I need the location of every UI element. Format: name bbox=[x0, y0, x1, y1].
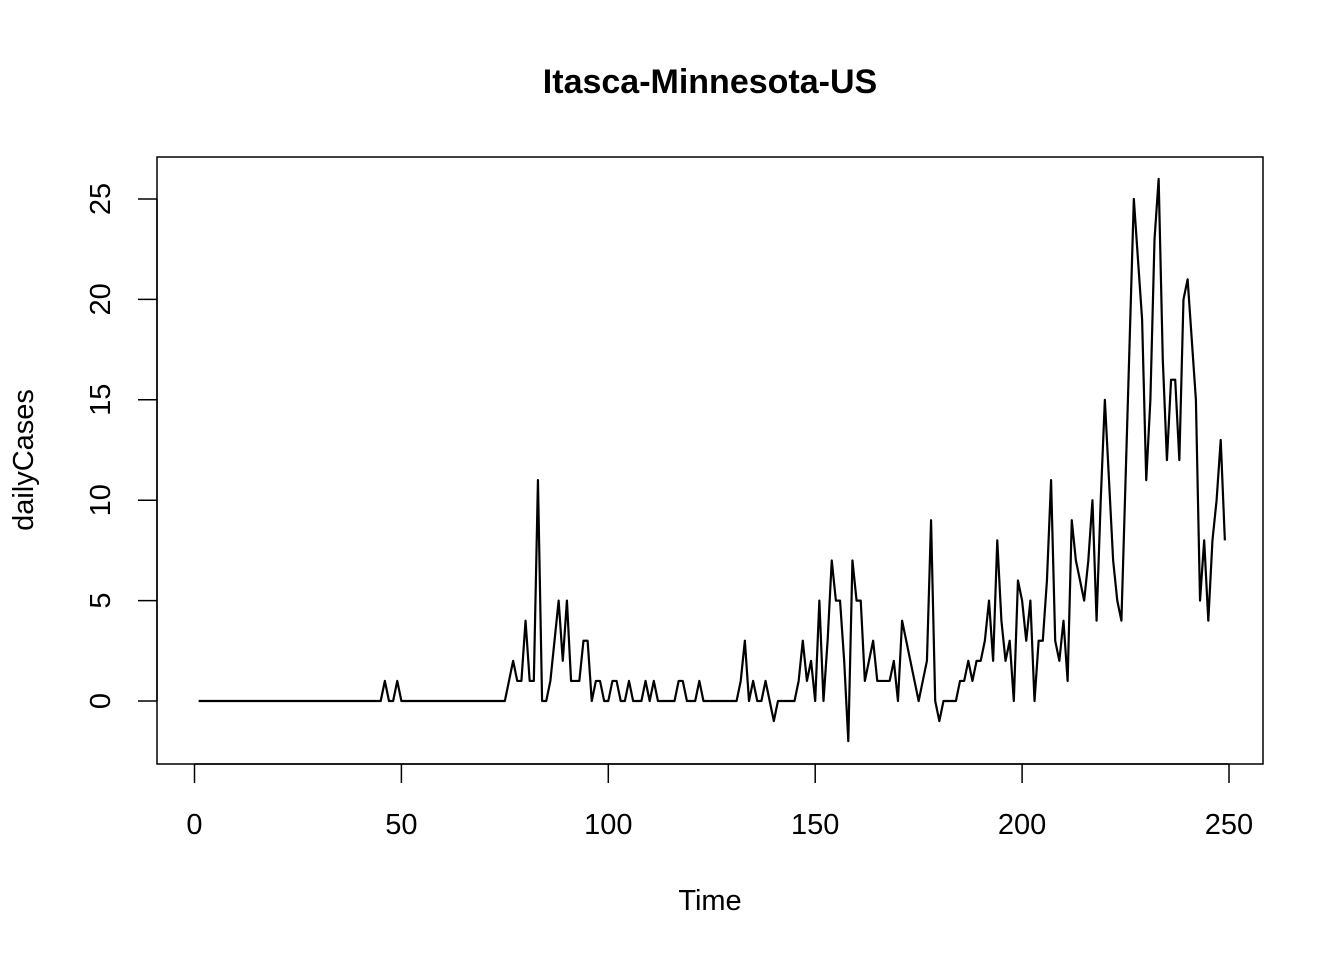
y-tick-label: 5 bbox=[85, 593, 117, 609]
y-axis: 0 5 10 15 20 25 bbox=[85, 183, 158, 709]
y-tick-label: 10 bbox=[85, 484, 117, 516]
x-tick-label: 100 bbox=[584, 809, 632, 841]
x-tick-label: 0 bbox=[186, 809, 202, 841]
x-tick-label: 50 bbox=[385, 809, 417, 841]
y-tick-label: 15 bbox=[85, 384, 117, 416]
x-axis: 0 50 100 150 200 250 bbox=[186, 763, 1253, 841]
y-tick-label: 20 bbox=[85, 283, 117, 315]
series-line bbox=[198, 177, 1226, 743]
x-tick-label: 200 bbox=[998, 809, 1046, 841]
series-group bbox=[198, 177, 1226, 743]
x-tick-label: 250 bbox=[1205, 809, 1253, 841]
x-axis-label: Time bbox=[678, 885, 741, 917]
plot-frame bbox=[156, 156, 1264, 765]
y-tick-label: 0 bbox=[85, 693, 117, 709]
y-axis-label: dailyCases bbox=[8, 389, 40, 531]
y-tick-label: 25 bbox=[85, 183, 117, 215]
x-tick-label: 150 bbox=[791, 809, 839, 841]
chart-title: Itasca-Minnesota-US bbox=[543, 63, 877, 101]
